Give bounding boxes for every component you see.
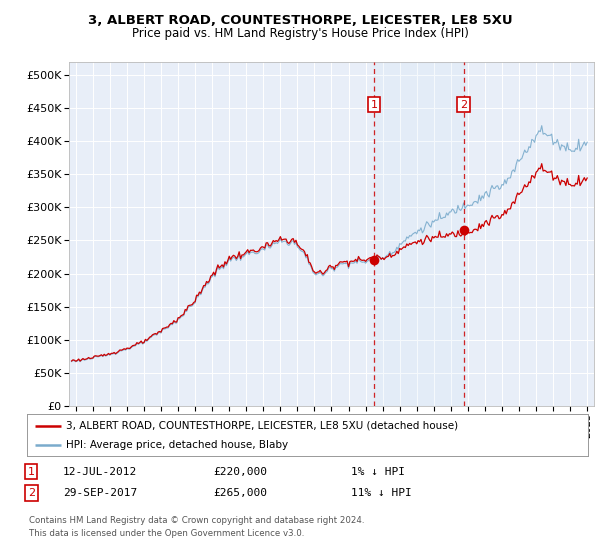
Text: 1% ↓ HPI: 1% ↓ HPI (351, 466, 405, 477)
Text: Contains HM Land Registry data © Crown copyright and database right 2024.: Contains HM Land Registry data © Crown c… (29, 516, 364, 525)
Text: Price paid vs. HM Land Registry's House Price Index (HPI): Price paid vs. HM Land Registry's House … (131, 27, 469, 40)
Text: 1: 1 (371, 100, 377, 110)
Text: £220,000: £220,000 (213, 466, 267, 477)
Text: 1: 1 (28, 466, 35, 477)
Text: £265,000: £265,000 (213, 488, 267, 498)
Text: 3, ALBERT ROAD, COUNTESTHORPE, LEICESTER, LE8 5XU: 3, ALBERT ROAD, COUNTESTHORPE, LEICESTER… (88, 14, 512, 27)
Bar (374, 62, 464, 406)
Text: This data is licensed under the Open Government Licence v3.0.: This data is licensed under the Open Gov… (29, 529, 304, 538)
Text: 29-SEP-2017: 29-SEP-2017 (63, 488, 137, 498)
Text: 11% ↓ HPI: 11% ↓ HPI (351, 488, 412, 498)
Text: 12-JUL-2012: 12-JUL-2012 (63, 466, 137, 477)
Text: 3, ALBERT ROAD, COUNTESTHORPE, LEICESTER, LE8 5XU (detached house): 3, ALBERT ROAD, COUNTESTHORPE, LEICESTER… (66, 421, 458, 431)
Text: 2: 2 (460, 100, 467, 110)
Text: HPI: Average price, detached house, Blaby: HPI: Average price, detached house, Blab… (66, 440, 289, 450)
Text: 2: 2 (28, 488, 35, 498)
